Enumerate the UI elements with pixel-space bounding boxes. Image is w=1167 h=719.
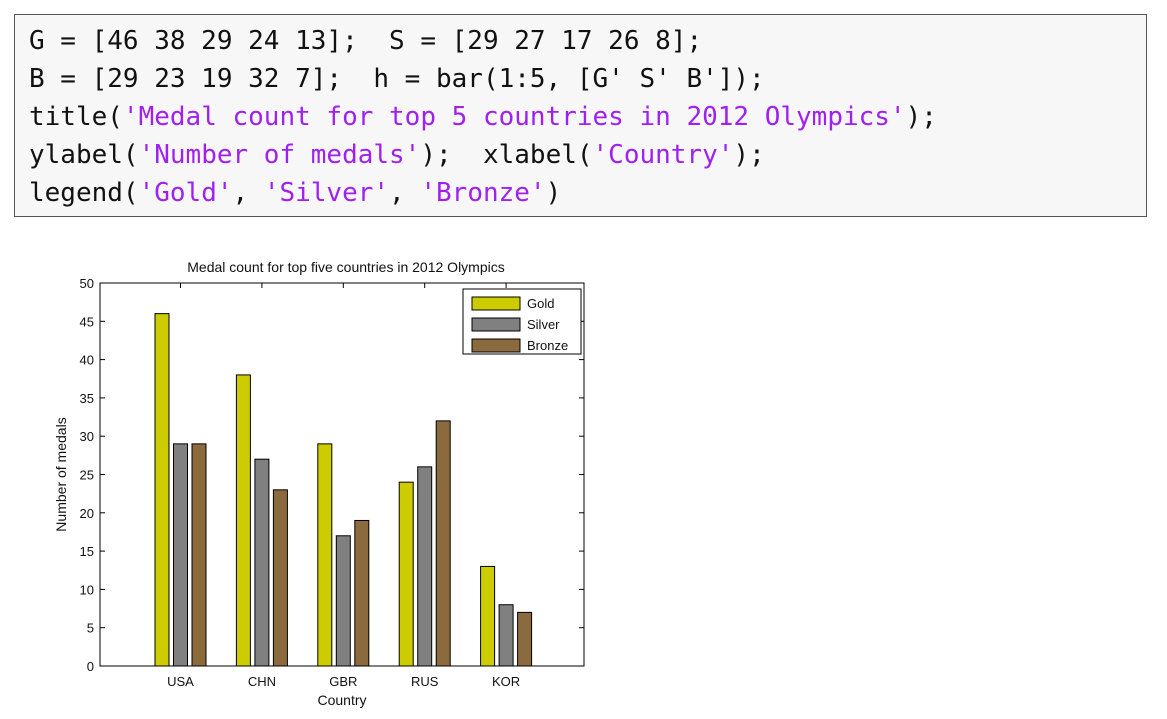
bar-chart: Medal count for top five countries in 20… — [53, 259, 585, 708]
x-tick-label: USA — [167, 674, 194, 689]
y-tick-label: 45 — [80, 314, 94, 329]
legend: Gold Silver Bronze — [462, 288, 582, 355]
code-text: legend( — [29, 178, 139, 208]
code-string: 'Bronze' — [420, 178, 546, 208]
code-text: G = [46 38 29 24 13]; S = [29 27 17 26 8… — [29, 26, 703, 56]
bars — [154, 313, 533, 667]
x-axis: USA CHN GBR RUS KOR — [167, 283, 520, 689]
code-text: ); — [733, 140, 765, 170]
y-tick-label: 10 — [80, 582, 94, 597]
y-tick-label: 30 — [80, 429, 94, 444]
code-line: ylabel('Number of medals'); xlabel('Coun… — [29, 136, 765, 174]
x-tick-label: KOR — [492, 674, 520, 689]
x-tick-label: GBR — [329, 674, 357, 689]
code-string: 'Gold' — [138, 178, 233, 208]
bar-bronze-gbr — [354, 519, 370, 667]
bar-gold-gbr — [317, 443, 333, 667]
code-text: ylabel( — [29, 140, 139, 170]
code-box: G = [46 38 29 24 13]; S = [29 27 17 26 8… — [14, 14, 1147, 217]
y-tick-label: 0 — [87, 659, 94, 674]
code-text: , — [232, 178, 264, 208]
legend-swatch-silver — [471, 317, 521, 332]
code-string: 'Medal count for top 5 countries in 2012… — [122, 102, 906, 132]
bar-gold-chn — [235, 374, 251, 667]
bar-bronze-usa — [191, 443, 207, 667]
y-tick-label: 5 — [87, 621, 94, 636]
y-tick-label: 25 — [80, 468, 94, 483]
x-tick-label: RUS — [411, 674, 439, 689]
code-string: 'Country' — [592, 140, 734, 170]
legend-swatch-bronze — [471, 338, 521, 353]
y-axis: 0 5 10 15 20 25 30 35 40 45 50 — [80, 276, 584, 674]
bar-silver-gbr — [335, 535, 351, 667]
x-tick-label: CHN — [248, 674, 276, 689]
x-axis-label: Country — [317, 692, 366, 708]
bar-gold-usa — [154, 313, 170, 667]
bar-bronze-chn — [272, 489, 288, 667]
code-text: ); xlabel( — [420, 140, 593, 170]
code-text: ); — [905, 102, 937, 132]
y-tick-label: 15 — [80, 544, 94, 559]
chart-title: Medal count for top five countries in 20… — [187, 259, 505, 275]
y-tick-label: 40 — [80, 353, 94, 368]
code-text: title( — [29, 102, 123, 132]
bar-gold-kor — [480, 565, 496, 667]
bar-bronze-kor — [517, 611, 533, 667]
y-tick-label: 20 — [80, 506, 94, 521]
y-tick-label: 35 — [80, 391, 94, 406]
y-axis-label: Number of medals — [53, 417, 69, 531]
bar-bronze-rus — [435, 420, 451, 667]
legend-label-silver: Silver — [527, 317, 560, 332]
code-text: , — [389, 178, 421, 208]
code-line: legend('Gold', 'Silver', 'Bronze') — [29, 174, 561, 212]
legend-label-gold: Gold — [527, 296, 554, 311]
bar-silver-rus — [417, 466, 433, 667]
code-text: B = [29 23 19 32 7]; h = bar(1:5, [G' S'… — [29, 64, 765, 94]
bar-gold-rus — [398, 481, 414, 667]
code-line: B = [29 23 19 32 7]; h = bar(1:5, [G' S'… — [29, 60, 765, 98]
code-string: 'Silver' — [263, 178, 390, 208]
code-line: title('Medal count for top 5 countries i… — [29, 98, 937, 136]
y-tick-label: 50 — [80, 276, 94, 291]
legend-label-bronze: Bronze — [527, 338, 568, 353]
code-string: 'Number of medals' — [138, 140, 421, 170]
bar-silver-kor — [498, 604, 514, 667]
legend-swatch-gold — [471, 296, 521, 311]
code-line: G = [46 38 29 24 13]; S = [29 27 17 26 8… — [29, 22, 702, 60]
bar-silver-chn — [254, 458, 270, 667]
bar-silver-usa — [173, 443, 188, 667]
code-text: ) — [545, 178, 562, 208]
